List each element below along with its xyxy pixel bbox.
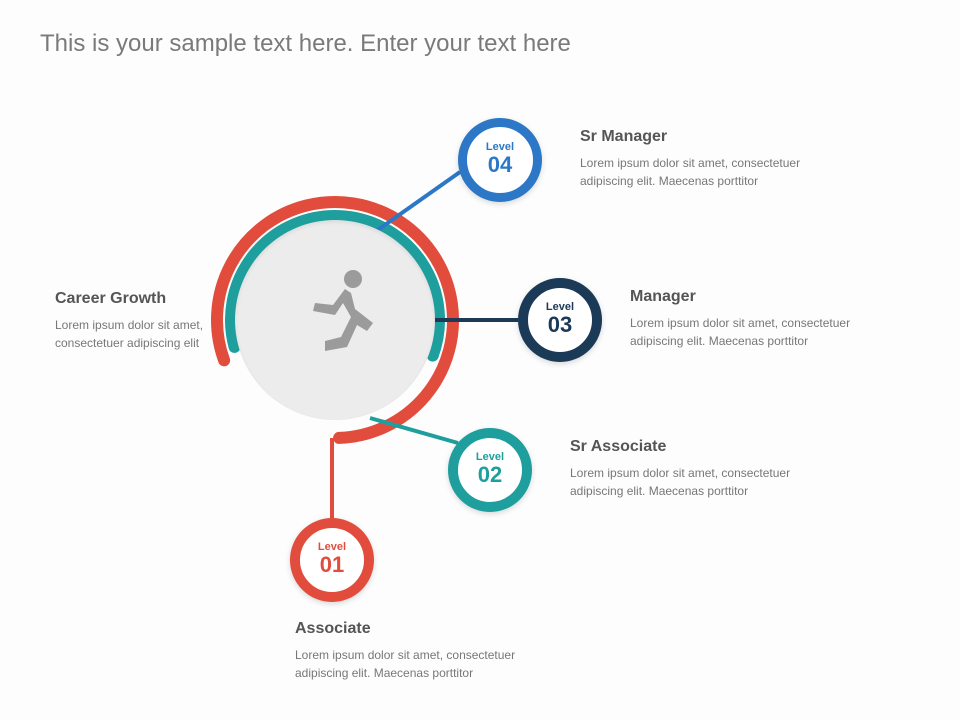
level-number: 03 bbox=[548, 313, 572, 337]
node-title: Manager bbox=[630, 288, 860, 306]
level-number: 01 bbox=[320, 553, 344, 577]
node-body: Lorem ipsum dolor sit amet, consectetuer… bbox=[570, 464, 800, 500]
level-number: 02 bbox=[478, 463, 502, 487]
level-node-01: Level01 bbox=[290, 518, 374, 602]
node-body: Lorem ipsum dolor sit amet, consectetuer… bbox=[630, 314, 860, 350]
node-text-01: Associate Lorem ipsum dolor sit amet, con… bbox=[295, 620, 525, 682]
node-text-04: Sr Manager Lorem ipsum dolor sit amet, co… bbox=[580, 128, 810, 190]
level-node-02: Level02 bbox=[448, 428, 532, 512]
node-text-02: Sr Associate Lorem ipsum dolor sit amet, … bbox=[570, 438, 800, 500]
node-title: Sr Associate bbox=[570, 438, 800, 456]
node-text-03: Manager Lorem ipsum dolor sit amet, conse… bbox=[630, 288, 860, 350]
left-text-block: Career Growth Lorem ipsum dolor sit amet… bbox=[55, 290, 225, 352]
level-number: 04 bbox=[488, 153, 512, 177]
node-title: Sr Manager bbox=[580, 128, 810, 146]
node-body: Lorem ipsum dolor sit amet, consectetuer… bbox=[295, 646, 525, 682]
running-person-icon bbox=[295, 265, 385, 365]
diagram-svg bbox=[0, 0, 960, 720]
slide: This is your sample text here. Enter you… bbox=[0, 0, 960, 720]
node-title: Associate bbox=[295, 620, 525, 638]
node-body: Lorem ipsum dolor sit amet, consectetuer… bbox=[580, 154, 810, 190]
left-body: Lorem ipsum dolor sit amet, consectetuer… bbox=[55, 316, 225, 352]
left-title: Career Growth bbox=[55, 290, 225, 308]
level-node-03: Level03 bbox=[518, 278, 602, 362]
level-node-04: Level04 bbox=[458, 118, 542, 202]
